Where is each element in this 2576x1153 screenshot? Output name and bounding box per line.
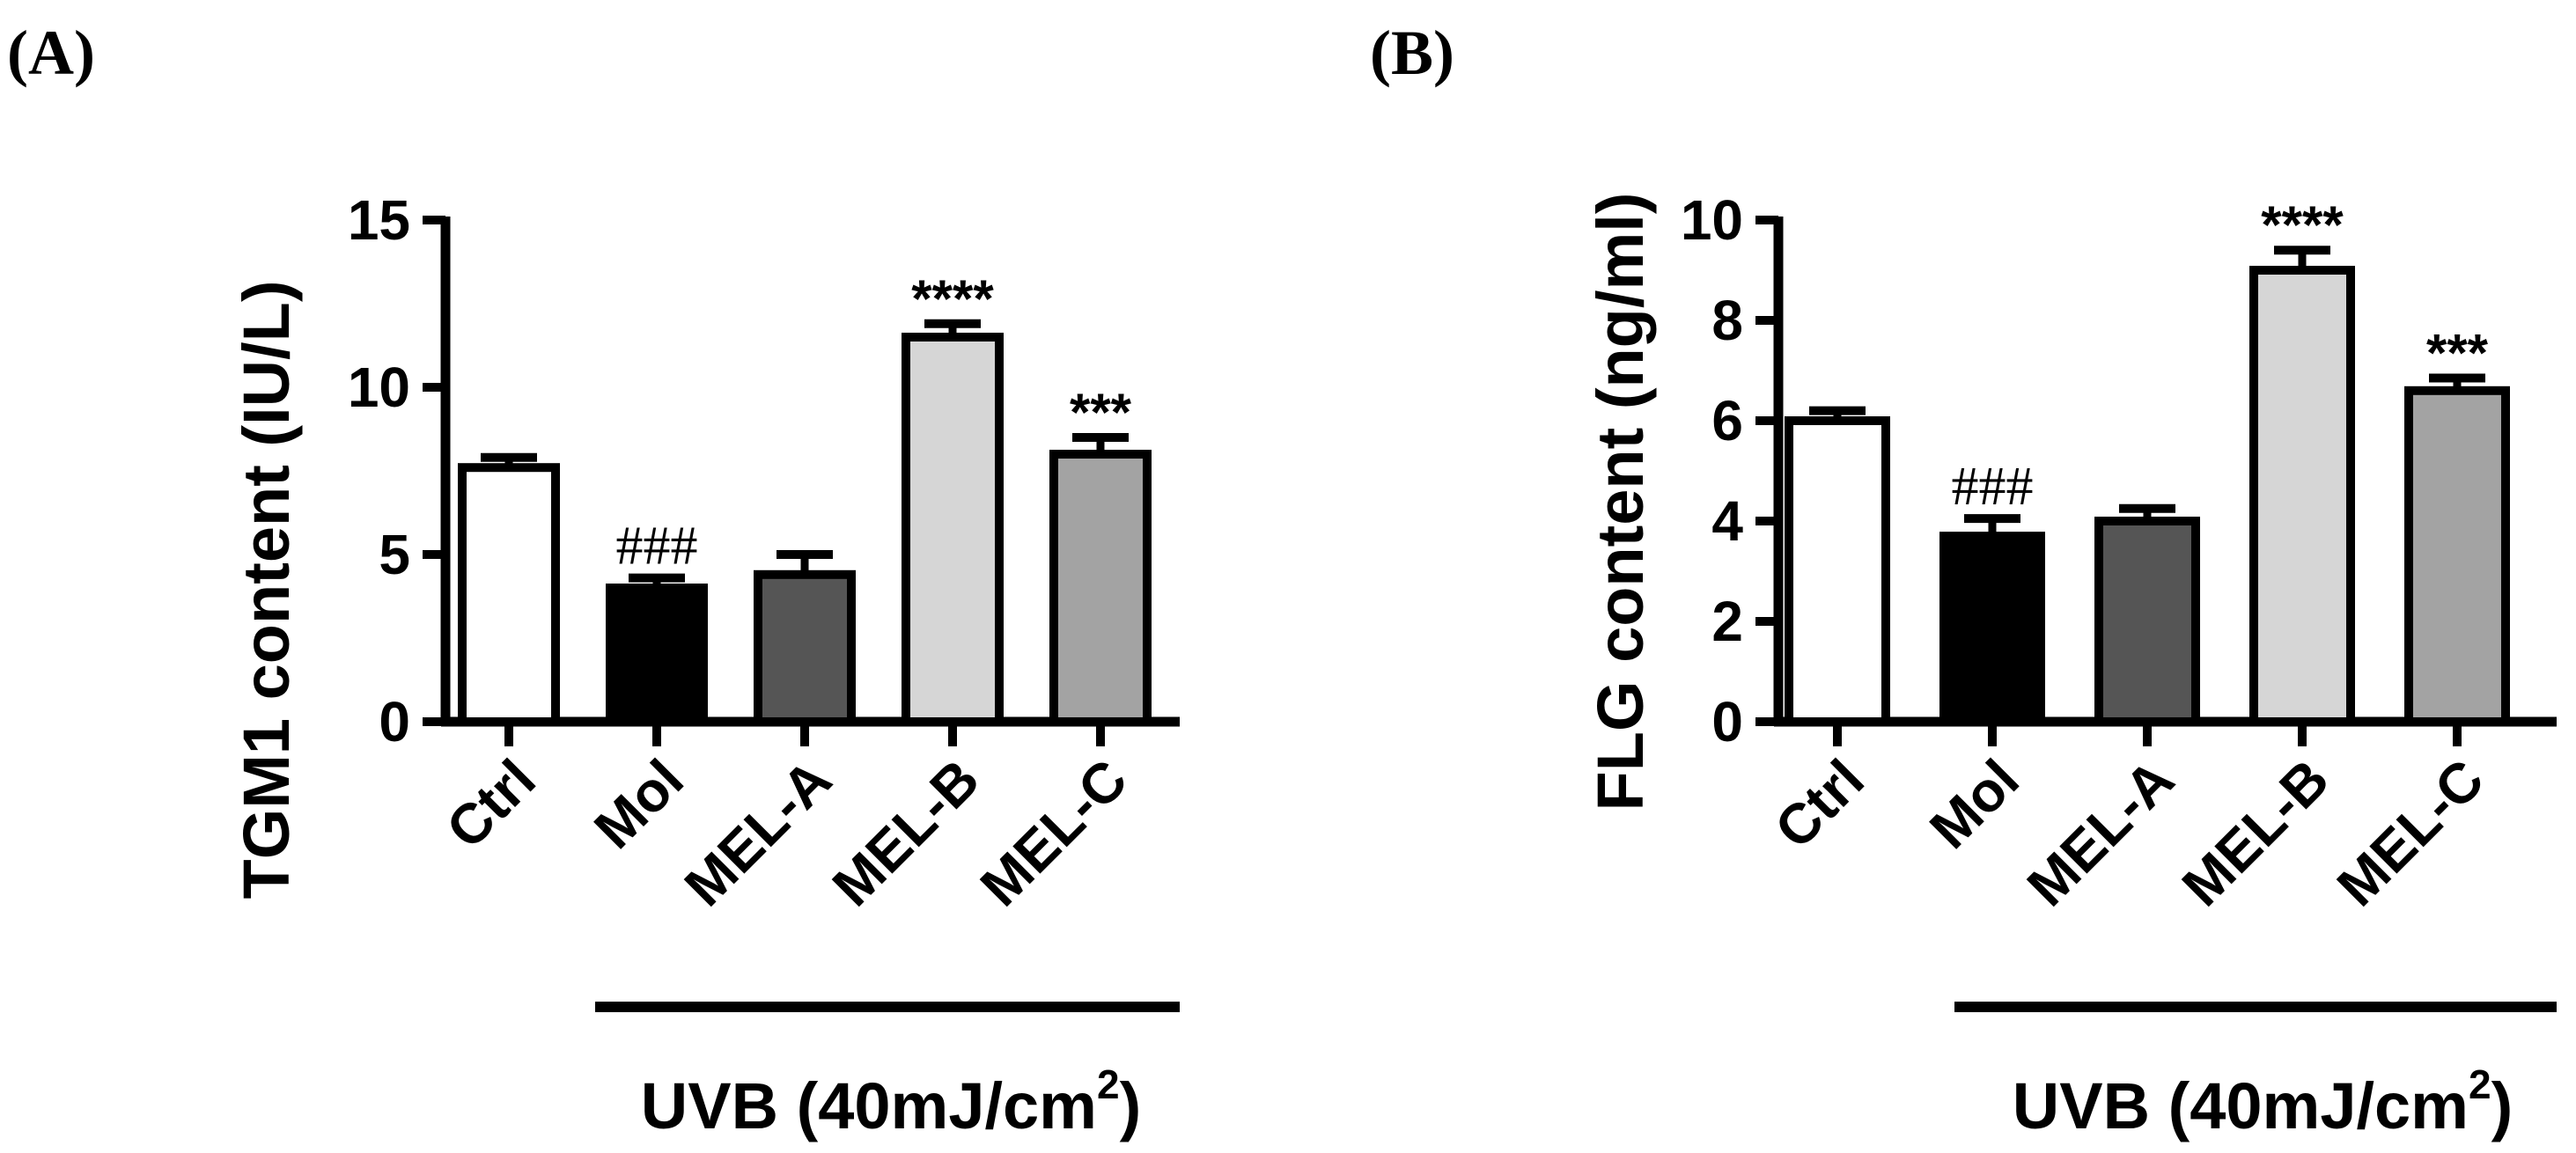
error-bars-b: [1809, 246, 2485, 537]
y-tick-label: 2: [1711, 590, 1743, 653]
y-axis-title-a: TGM1 content (IU/L): [230, 281, 303, 900]
category-label: MEL-C: [2325, 747, 2496, 918]
y-tick-label: 4: [1711, 489, 1743, 553]
uvb-label-a: UVB (40mJ/cm2): [641, 1061, 1141, 1142]
significance-label: ***: [2426, 324, 2489, 383]
category-label: MEL-B: [821, 747, 991, 918]
bars-b: [1785, 266, 2510, 726]
y-tick-label: 8: [1711, 289, 1743, 352]
category-label: Mol: [582, 747, 696, 861]
category-label: Ctrl: [434, 747, 548, 861]
error-bars-a: [481, 319, 1129, 588]
significance-label: ***: [1070, 383, 1132, 442]
bar-mol: [1939, 532, 2045, 726]
y-tick-label: 10: [348, 356, 410, 419]
y-tick-label: 6: [1711, 389, 1743, 452]
bar-ctrl: [1785, 416, 1890, 726]
y-ticks-a: 0 5 10 15: [348, 188, 445, 753]
y-ticks-b: 0 2 4 6 8 10: [1681, 188, 1778, 753]
category-label: Ctrl: [1763, 747, 1876, 861]
panel-label-b: (B): [1370, 18, 1454, 88]
annotations-b: ###*******: [1952, 195, 2489, 517]
bar-mol: [606, 584, 708, 726]
annotations-a: ###*******: [616, 269, 1132, 576]
bar-mel-c: [1049, 450, 1152, 726]
significance-label: ###: [616, 517, 698, 576]
y-axis-title-b: FLG content (ng/ml): [1584, 193, 1657, 812]
significance-label: ****: [2261, 195, 2344, 254]
bar-mel-a: [2094, 517, 2200, 726]
category-label: Mol: [1917, 747, 2031, 861]
bar-ctrl: [458, 463, 560, 726]
bar-mel-a: [754, 569, 856, 726]
significance-label: ###: [1952, 457, 2034, 517]
bar-mel-b: [902, 333, 1004, 726]
panel-label-a: (A): [7, 18, 95, 88]
y-tick-label: 10: [1681, 188, 1743, 252]
y-tick-label: 0: [1711, 690, 1743, 753]
category-label: MEL-A: [673, 747, 843, 918]
significance-label: ****: [911, 269, 994, 328]
category-label: MEL-C: [968, 747, 1139, 918]
bar-mel-c: [2404, 386, 2510, 726]
uvb-label-b: UVB (40mJ/cm2): [2013, 1061, 2513, 1142]
y-tick-label: 0: [379, 690, 410, 753]
category-label: MEL-B: [2170, 747, 2341, 918]
bar-mel-b: [2249, 266, 2355, 726]
y-tick-label: 15: [348, 188, 410, 252]
y-tick-label: 5: [379, 523, 410, 586]
bars-a: [458, 333, 1152, 726]
category-label: MEL-A: [2015, 747, 2186, 918]
